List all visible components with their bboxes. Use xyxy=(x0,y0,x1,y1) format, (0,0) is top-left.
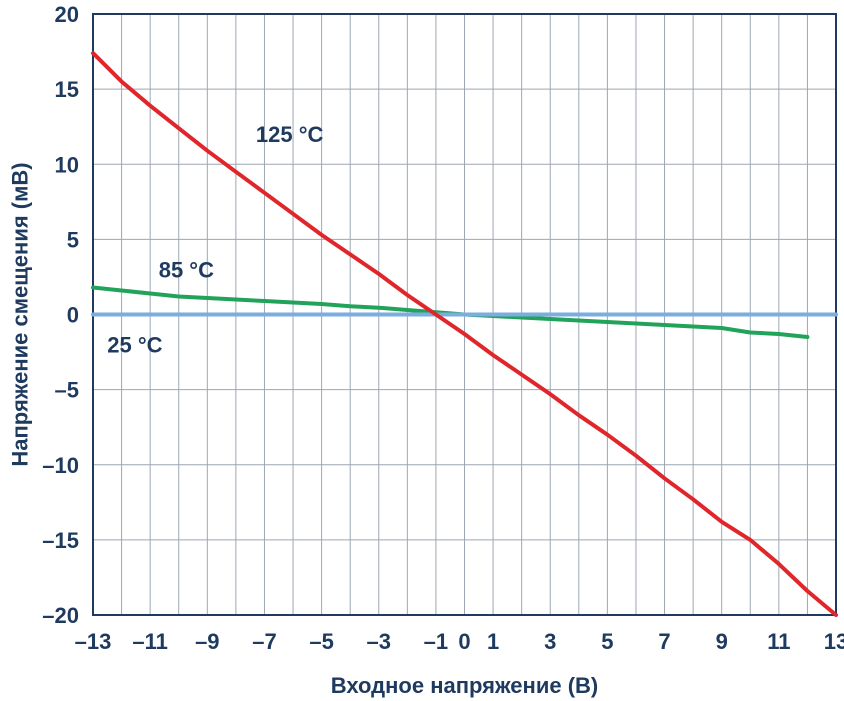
x-tick-label: –3 xyxy=(367,629,391,654)
y-tick-label: 20 xyxy=(55,2,79,27)
series-label: 125 °C xyxy=(256,122,324,147)
x-tick-label: 1 xyxy=(487,629,499,654)
series-labels: 125 °C 85 °C 25 °C xyxy=(107,122,323,357)
x-tick-label: –7 xyxy=(252,629,276,654)
y-tick-label: –15 xyxy=(42,528,79,553)
x-tick-label: –13 xyxy=(75,629,112,654)
x-tick-label: 11 xyxy=(767,629,790,654)
y-axis-title: Напряжение смещения (мВ) xyxy=(8,162,33,466)
x-tick-label: 0 xyxy=(458,629,470,654)
y-tick-label: 0 xyxy=(67,303,79,328)
x-tick-label: –11 xyxy=(132,629,168,654)
x-tick-label: –9 xyxy=(195,629,219,654)
y-tick-label: –10 xyxy=(42,453,79,478)
y-tick-label: –5 xyxy=(55,378,79,403)
x-tick-label: 9 xyxy=(716,629,728,654)
x-tick-label: 13 xyxy=(824,629,844,654)
x-axis-title: Входное напряжение (В) xyxy=(331,673,599,698)
y-tick-label: 10 xyxy=(55,152,79,177)
y-tick-label: –20 xyxy=(42,603,79,628)
x-axis-ticks: –13 –11 –9 –7 –5 –3 –1 0 1 3 5 7 9 11 13 xyxy=(75,629,844,654)
y-tick-label: 15 xyxy=(55,77,79,102)
series-line-125c xyxy=(91,51,838,617)
series-group xyxy=(91,51,838,617)
y-tick-label: 5 xyxy=(67,227,79,252)
x-tick-label: –1 xyxy=(424,629,448,654)
y-axis-ticks: 20 15 10 5 0 –5 –10 –15 –20 xyxy=(42,2,79,628)
x-tick-label: 3 xyxy=(544,629,556,654)
series-line-85c xyxy=(91,285,810,339)
series-label: 85 °C xyxy=(159,257,214,282)
x-tick-label: –5 xyxy=(309,629,333,654)
x-tick-label: 7 xyxy=(658,629,670,654)
series-label: 25 °C xyxy=(107,333,162,358)
x-tick-label: 5 xyxy=(601,629,613,654)
